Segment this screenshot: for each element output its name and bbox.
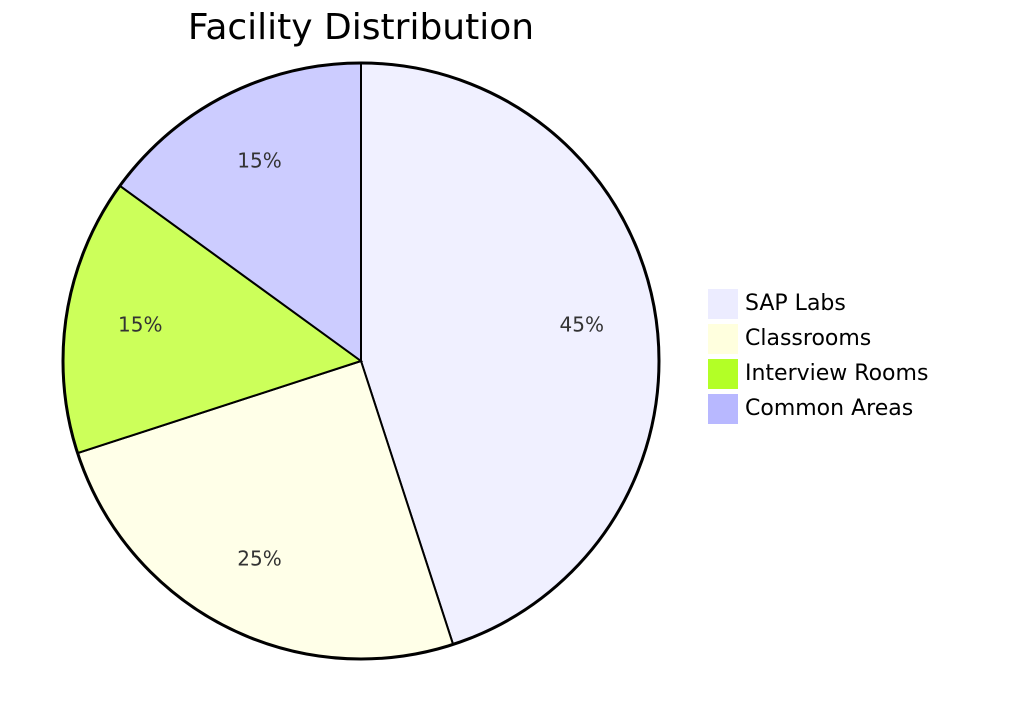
legend-swatch-classrooms: [708, 324, 738, 354]
slice-labels: 45% 25% 15% 15%: [118, 148, 604, 570]
legend-label-sap-labs: SAP Labs: [745, 291, 846, 316]
legend-label-interview-rooms: Interview Rooms: [745, 361, 928, 386]
chart-title: Facility Distribution: [188, 7, 534, 48]
legend-label-classrooms: Classrooms: [745, 326, 871, 351]
slice-label-classrooms: 25%: [237, 547, 281, 571]
legend-swatch-interview-rooms: [708, 359, 738, 389]
pie-outline: [61, 61, 661, 661]
slice-label-common-areas: 15%: [237, 148, 281, 172]
legend-swatch-sap-labs: [708, 289, 738, 319]
legend: SAP Labs Classrooms Interview Rooms Common …: [708, 289, 928, 424]
legend-swatch-common-areas: [708, 394, 738, 424]
slice-label-sap-labs: 45%: [560, 313, 604, 337]
legend-label-common-areas: Common Areas: [745, 396, 913, 421]
pie-slices: [62, 61, 660, 660]
slice-label-interview-rooms: 15%: [118, 313, 162, 337]
